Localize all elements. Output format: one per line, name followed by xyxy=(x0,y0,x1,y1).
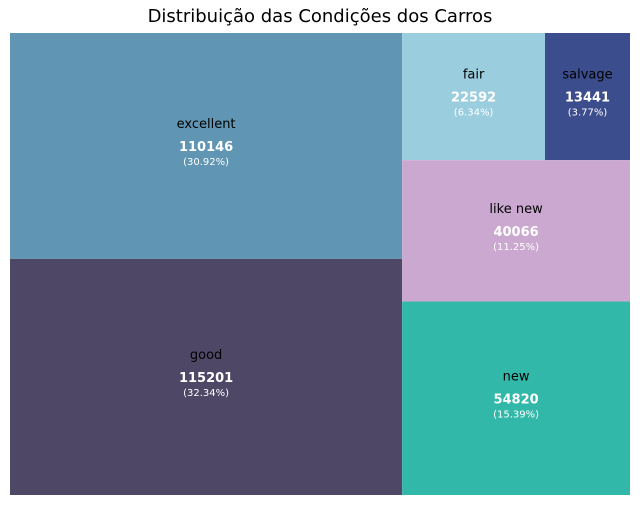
cell-label-like-new: like new xyxy=(489,202,543,217)
cell-label-new: new xyxy=(503,369,530,384)
cell-value-good: 115201 xyxy=(179,371,233,386)
cell-value-fair: 22592 xyxy=(451,91,496,106)
treemap-cell-like-new xyxy=(402,160,630,302)
cell-value-salvage: 13441 xyxy=(565,91,610,106)
treemap-cell-excellent xyxy=(10,33,403,259)
cell-percent-new: (15.39%) xyxy=(493,409,539,420)
cell-percent-good: (32.34%) xyxy=(183,388,229,399)
chart-title: Distribuição das Condições dos Carros xyxy=(147,6,493,27)
treemap-cell-fair xyxy=(402,33,546,161)
cell-percent-fair: (6.34%) xyxy=(454,108,494,119)
cell-label-salvage: salvage xyxy=(562,68,612,83)
treemap-plot: excellent 110146 (30.92%) good 115201 (32.34%… xyxy=(10,33,630,495)
cell-percent-salvage: (3.77%) xyxy=(568,108,608,119)
treemap-cell-salvage xyxy=(545,33,630,161)
cell-label-excellent: excellent xyxy=(177,117,236,132)
cell-value-new: 54820 xyxy=(493,392,538,407)
cell-label-fair: fair xyxy=(463,68,485,83)
cell-value-excellent: 110146 xyxy=(179,140,233,155)
cell-label-good: good xyxy=(190,348,222,363)
treemap-cell-good xyxy=(10,258,403,495)
cell-value-like-new: 40066 xyxy=(493,225,538,240)
cell-percent-excellent: (30.92%) xyxy=(183,157,229,168)
cell-percent-like-new: (11.25%) xyxy=(493,242,539,253)
treemap-cell-new xyxy=(402,301,630,495)
